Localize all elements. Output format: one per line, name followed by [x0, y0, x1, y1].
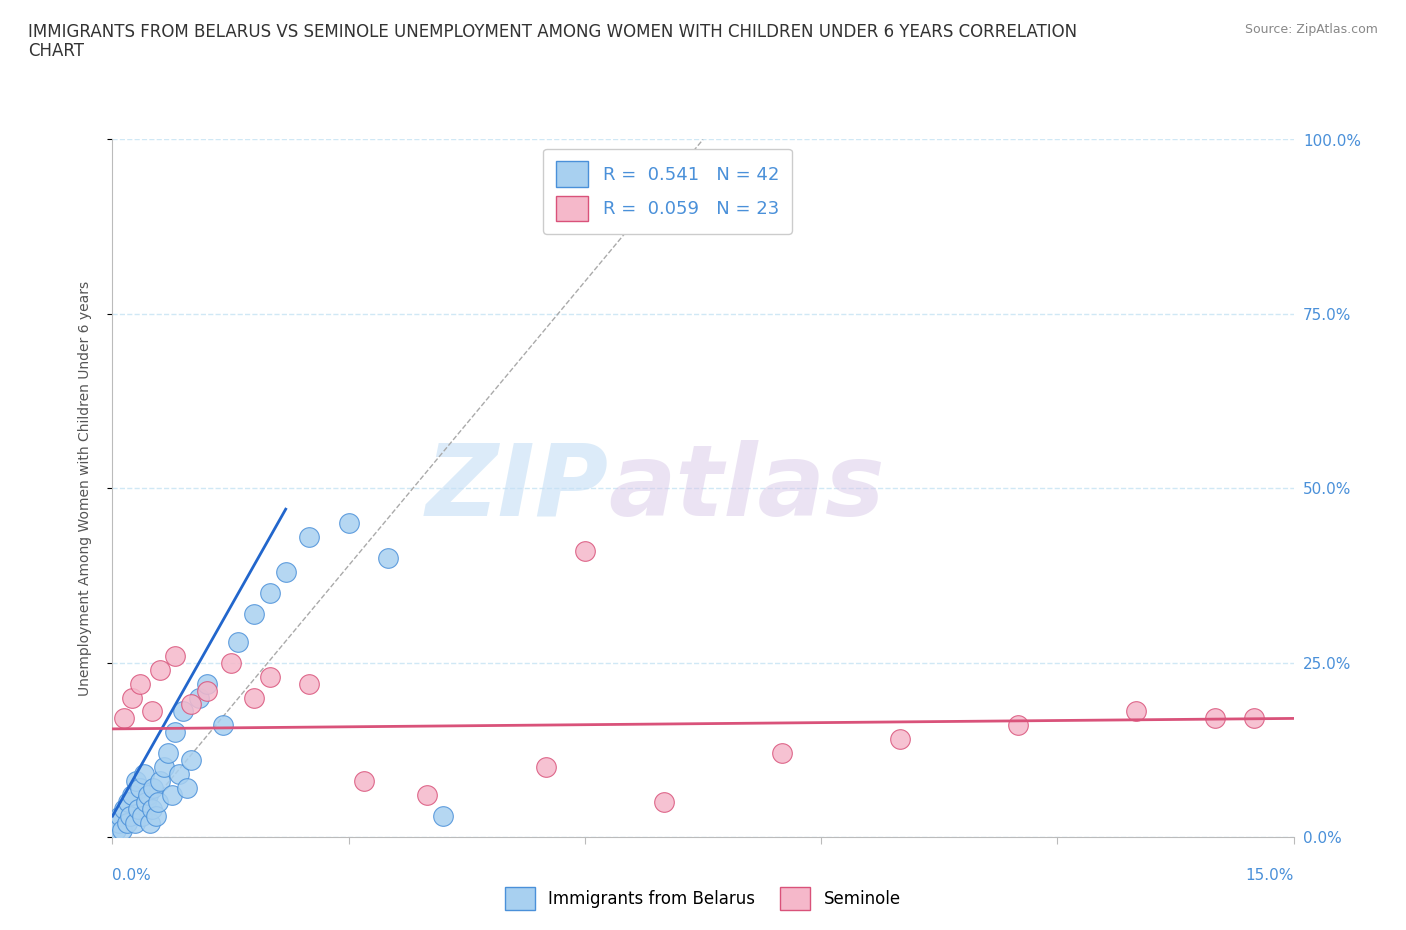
Point [139, 816, 162, 830]
Point [176, 781, 198, 796]
Point [141, 802, 163, 817]
Point [132, 766, 155, 781]
Point [1007, 718, 1029, 733]
Point [574, 543, 596, 558]
Point [118, 809, 141, 824]
Point [149, 662, 172, 677]
Point [243, 690, 266, 705]
Point [243, 606, 266, 621]
Point [169, 766, 191, 781]
Point [298, 676, 321, 691]
Point [145, 809, 167, 824]
Point [135, 794, 157, 809]
Point [127, 802, 149, 817]
Point [112, 711, 135, 725]
Point [770, 746, 793, 761]
Point [111, 823, 134, 838]
Point [432, 809, 454, 824]
Point [141, 704, 163, 719]
Point [129, 676, 152, 691]
Text: ZIP: ZIP [426, 440, 609, 537]
Point [219, 656, 242, 671]
Point [121, 788, 143, 803]
Point [117, 794, 139, 809]
Point [195, 676, 218, 691]
Point [131, 809, 153, 824]
Point [165, 648, 187, 663]
Point [172, 704, 194, 719]
Point [228, 634, 250, 649]
Point [274, 565, 297, 579]
Point [165, 725, 187, 740]
Point [180, 698, 202, 712]
Point [259, 586, 281, 601]
Point [110, 809, 132, 824]
Point [121, 690, 143, 705]
Text: Source: ZipAtlas.com: Source: ZipAtlas.com [1244, 23, 1378, 36]
Point [337, 515, 360, 530]
Text: 0.0%: 0.0% [112, 869, 152, 883]
Point [115, 816, 138, 830]
Point [146, 794, 169, 809]
Text: IMMIGRANTS FROM BELARUS VS SEMINOLE UNEMPLOYMENT AMONG WOMEN WITH CHILDREN UNDER: IMMIGRANTS FROM BELARUS VS SEMINOLE UNEM… [28, 23, 1077, 41]
Point [211, 718, 233, 733]
Text: 15.0%: 15.0% [1246, 869, 1294, 883]
Legend: R =  0.541   N = 42, R =  0.059   N = 23: R = 0.541 N = 42, R = 0.059 N = 23 [543, 149, 792, 234]
Point [142, 781, 165, 796]
Point [129, 781, 152, 796]
Point [1125, 704, 1147, 719]
Point [889, 732, 911, 747]
Point [534, 760, 557, 775]
Point [1243, 711, 1265, 725]
Point [1204, 711, 1226, 725]
Point [105, 823, 128, 838]
Point [125, 774, 148, 789]
Point [377, 551, 399, 565]
Point [353, 774, 375, 789]
Point [156, 746, 179, 761]
Point [160, 788, 183, 803]
Point [298, 530, 321, 545]
Point [152, 760, 174, 775]
Point [416, 788, 439, 803]
Point [124, 816, 146, 830]
Point [259, 670, 281, 684]
Point [652, 794, 675, 809]
Point [195, 683, 218, 698]
Y-axis label: Unemployment Among Women with Children Under 6 years: Unemployment Among Women with Children U… [77, 281, 91, 696]
Legend: Immigrants from Belarus, Seminole: Immigrants from Belarus, Seminole [499, 880, 907, 917]
Point [112, 802, 135, 817]
Text: atlas: atlas [609, 440, 884, 537]
Text: CHART: CHART [28, 42, 84, 60]
Point [188, 690, 211, 705]
Point [107, 816, 129, 830]
Point [149, 774, 172, 789]
Point [180, 753, 202, 768]
Point [136, 788, 159, 803]
